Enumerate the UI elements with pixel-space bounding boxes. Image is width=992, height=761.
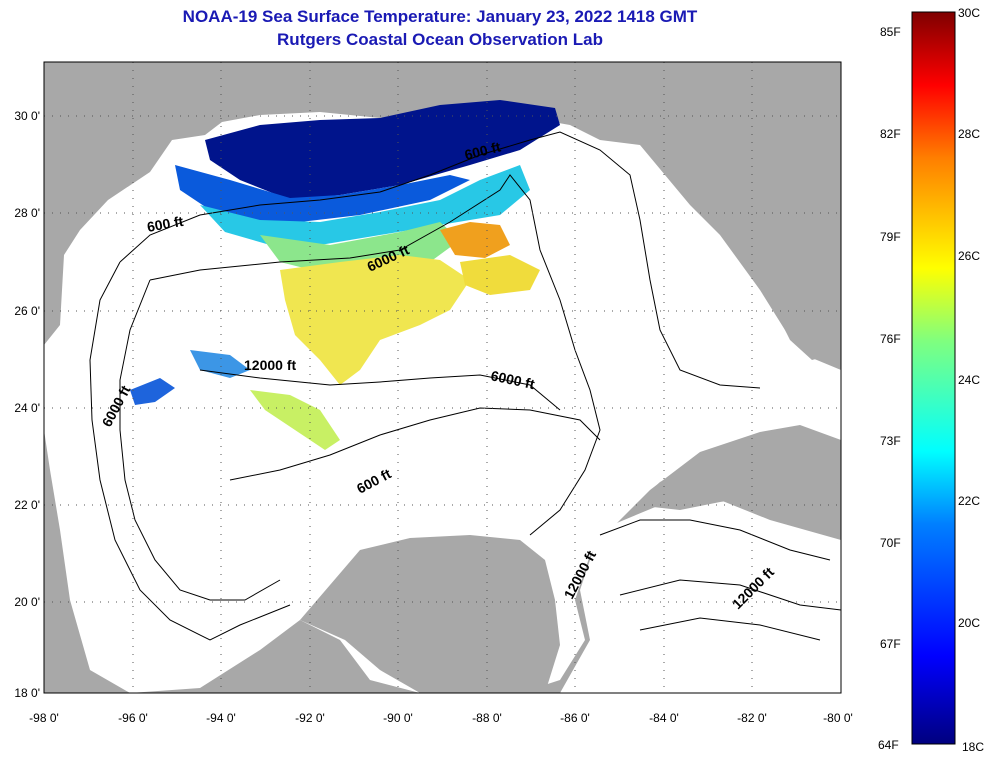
contour-label: 12000 ft <box>244 357 296 373</box>
fahrenheit-tick: 67F <box>880 637 901 651</box>
fahrenheit-tick: 82F <box>880 127 901 141</box>
fahrenheit-tick: 79F <box>880 230 901 244</box>
celsius-tick: 22C <box>958 494 980 508</box>
colorbar: 30C 18C 64F 85F 82F 79F 76F 73F 70F 67F … <box>878 6 984 754</box>
lat-tick-label: 30 0' <box>14 109 40 123</box>
cuba-land <box>635 458 841 510</box>
lat-tick-label: 26 0' <box>14 304 40 318</box>
lat-tick-label: 22 0' <box>14 498 40 512</box>
caribbean-water <box>560 500 841 693</box>
lat-tick-label: 20 0' <box>14 595 40 609</box>
lat-tick-label: 18 0' <box>14 686 40 700</box>
yucatan-land <box>300 535 560 693</box>
colorbar-gradient <box>911 11 956 745</box>
celsius-tick: 28C <box>958 127 980 141</box>
colorbar-top-label: 30C <box>958 6 980 20</box>
depth-contours <box>89 131 841 641</box>
sst-data-overlay <box>130 100 560 450</box>
lon-tick-label: -80 0' <box>823 711 853 725</box>
colorbar-bottom-label-f: 64F <box>878 738 899 752</box>
lat-tick-label: 24 0' <box>14 401 40 415</box>
map-title: NOAA-19 Sea Surface Temperature: January… <box>182 7 698 26</box>
lon-tick-label: -88 0' <box>472 711 502 725</box>
colorbar-bottom-label-c: 18C <box>962 740 984 754</box>
latitude-axis: 30 0' 28 0' 26 0' 24 0' 22 0' 20 0' 18 0… <box>14 109 40 700</box>
lon-tick-label: -90 0' <box>383 711 413 725</box>
map-subtitle: Rutgers Coastal Ocean Observation Lab <box>277 30 603 49</box>
celsius-tick: 26C <box>958 249 980 263</box>
lon-tick-label: -98 0' <box>29 711 59 725</box>
lon-tick-label: -82 0' <box>737 711 767 725</box>
contour-label: 600 ft <box>146 213 185 235</box>
lon-tick-label: -86 0' <box>560 711 590 725</box>
lat-lon-grid <box>44 62 841 693</box>
fahrenheit-tick: 70F <box>880 536 901 550</box>
celsius-tick: 20C <box>958 616 980 630</box>
lon-tick-label: -96 0' <box>118 711 148 725</box>
fahrenheit-tick: 73F <box>880 434 901 448</box>
lon-tick-label: -92 0' <box>295 711 325 725</box>
lat-tick-label: 28 0' <box>14 206 40 220</box>
fahrenheit-tick: 76F <box>880 332 901 346</box>
florida-land <box>640 70 841 360</box>
gulf-water <box>44 110 841 693</box>
lon-tick-label: -84 0' <box>649 711 679 725</box>
lon-tick-label: -94 0' <box>206 711 236 725</box>
fahrenheit-tick: 85F <box>880 25 901 39</box>
celsius-tick: 24C <box>958 373 980 387</box>
map-frame <box>43 61 842 694</box>
longitude-axis: -98 0' -96 0' -94 0' -92 0' -90 0' -88 0… <box>29 711 853 725</box>
